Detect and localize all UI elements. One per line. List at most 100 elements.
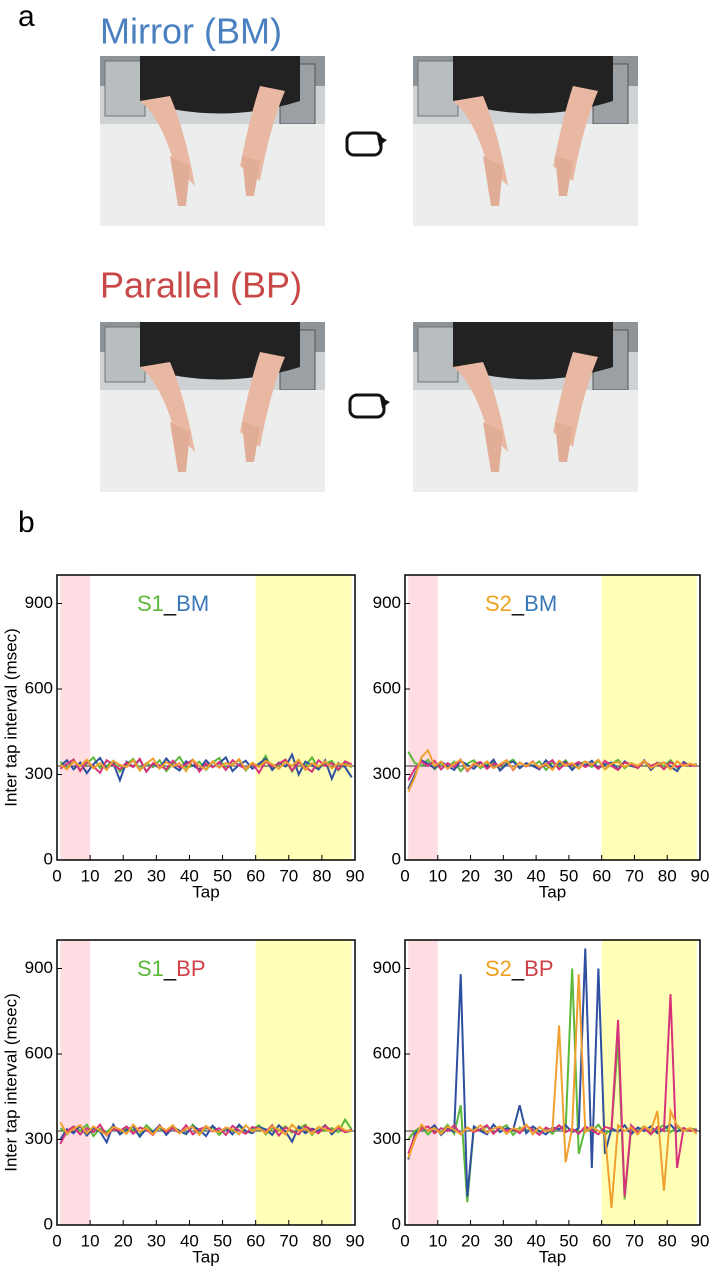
data-line: [407, 748, 697, 793]
data-line: [59, 1122, 352, 1145]
x-tick-label: 70: [625, 1231, 644, 1250]
title-part: _: [511, 956, 525, 981]
x-tick-label: 70: [279, 1231, 298, 1250]
condition-title: Parallel (BP): [100, 265, 302, 306]
title-part: BP: [176, 956, 205, 981]
phase-band: [255, 940, 352, 1225]
x-tick-label: 80: [658, 866, 677, 885]
y-tick-label: 0: [392, 849, 401, 868]
phase-band: [408, 940, 438, 1225]
photo: [99, 55, 326, 227]
x-tick-label: 0: [52, 1231, 61, 1250]
x-axis-label: Tap: [192, 882, 219, 901]
y-tick-label: 600: [373, 678, 401, 697]
x-tick-label: 60: [246, 866, 265, 885]
y-tick-label: 600: [25, 1043, 53, 1062]
x-tick-label: 80: [658, 1231, 677, 1250]
x-tick-label: 90: [346, 866, 365, 885]
y-tick-label: 900: [373, 593, 401, 612]
chart-title: S1_BP: [137, 956, 206, 981]
y-tick-label: 300: [373, 764, 401, 783]
plot-frame: [56, 574, 356, 861]
y-tick-label: 300: [25, 764, 53, 783]
x-tick-label: 0: [52, 866, 61, 885]
x-tick-label: 50: [213, 866, 232, 885]
x-tick-label: 0: [400, 866, 409, 885]
data-line: [59, 1117, 353, 1138]
x-tick-label: 80: [312, 1231, 331, 1250]
y-tick-label: 900: [25, 593, 53, 612]
x-tick-label: 50: [213, 1231, 232, 1250]
photo: [99, 321, 326, 493]
data-line: [59, 757, 352, 773]
chart: 0 300 600 900 0 10 20 30 40 50 60 70 80 90 Tap S2_BP: [373, 939, 710, 1266]
y-axis-label: Inter tap interval (msec): [1, 628, 20, 807]
x-tick-label: 40: [180, 866, 199, 885]
y-tick-label: 900: [25, 958, 53, 977]
x-tick-label: 30: [147, 1231, 166, 1250]
chart-title: S1_BM: [137, 591, 209, 616]
cycle-arrow: [348, 393, 392, 419]
chart: 0 300 600 900 0 10 20 30 40 50 60 70 80 90 Tap Inter ta…: [1, 574, 365, 901]
x-tick-label: 70: [625, 866, 644, 885]
condition-title: Mirror (BM): [100, 11, 282, 52]
x-tick-label: 50: [559, 866, 578, 885]
y-tick-label: 300: [373, 1129, 401, 1148]
y-tick-label: 600: [373, 1043, 401, 1062]
x-tick-label: 30: [147, 866, 166, 885]
panel-label: b: [18, 506, 35, 539]
y-axis-label: Inter tap interval (msec): [1, 993, 20, 1172]
title-part: _: [163, 956, 177, 981]
x-tick-label: 90: [691, 1231, 710, 1250]
phase-band: [601, 940, 697, 1225]
title-part: S2: [485, 956, 512, 981]
x-tick-label: 40: [180, 1231, 199, 1250]
x-tick-label: 10: [428, 866, 447, 885]
y-tick-label: 0: [44, 849, 53, 868]
y-tick-label: 0: [392, 1214, 401, 1233]
phase-band: [601, 575, 697, 860]
photo: [412, 55, 639, 227]
x-tick-label: 20: [114, 1231, 133, 1250]
y-tick-label: 900: [373, 958, 401, 977]
cycle-arrow: [345, 131, 389, 157]
y-tick-label: 600: [25, 678, 53, 697]
title-part: BP: [524, 956, 553, 981]
x-tick-label: 20: [114, 866, 133, 885]
plot-frame: [56, 939, 356, 1226]
phase-band: [60, 940, 91, 1225]
panel-label: a: [18, 0, 35, 33]
x-axis-label: Tap: [539, 882, 566, 901]
x-tick-label: 10: [428, 1231, 447, 1250]
phase-band: [60, 575, 91, 860]
title-part: S2: [485, 591, 512, 616]
chart-title: S2_BM: [485, 591, 557, 616]
x-tick-label: 50: [559, 1231, 578, 1250]
x-axis-label: Tap: [539, 1247, 566, 1266]
title-part: S1: [137, 956, 164, 981]
x-axis-label: Tap: [192, 1247, 219, 1266]
x-tick-label: 40: [527, 866, 546, 885]
x-tick-label: 90: [691, 866, 710, 885]
data-line: [407, 974, 698, 1208]
x-tick-label: 80: [312, 866, 331, 885]
chart: 0 300 600 900 0 10 20 30 40 50 60 70 80 90 Tap S2_BM: [373, 574, 710, 901]
phase-band: [255, 575, 352, 860]
title-part: S1: [137, 591, 164, 616]
x-tick-label: 30: [494, 866, 513, 885]
chart: 0 300 600 900 0 10 20 30 40 50 60 70 80 90 Tap Inter ta…: [1, 939, 365, 1266]
x-tick-label: 20: [461, 866, 480, 885]
title-part: BM: [524, 591, 557, 616]
x-tick-label: 90: [346, 1231, 365, 1250]
x-tick-label: 0: [400, 1231, 409, 1250]
x-tick-label: 10: [81, 866, 100, 885]
title-part: BM: [176, 591, 209, 616]
chart-title: S2_BP: [485, 956, 554, 981]
title-part: _: [163, 591, 177, 616]
x-tick-label: 40: [527, 1231, 546, 1250]
data-line: [407, 994, 697, 1197]
plot-frame: [404, 574, 701, 861]
x-tick-label: 20: [461, 1231, 480, 1250]
x-tick-label: 10: [81, 1231, 100, 1250]
